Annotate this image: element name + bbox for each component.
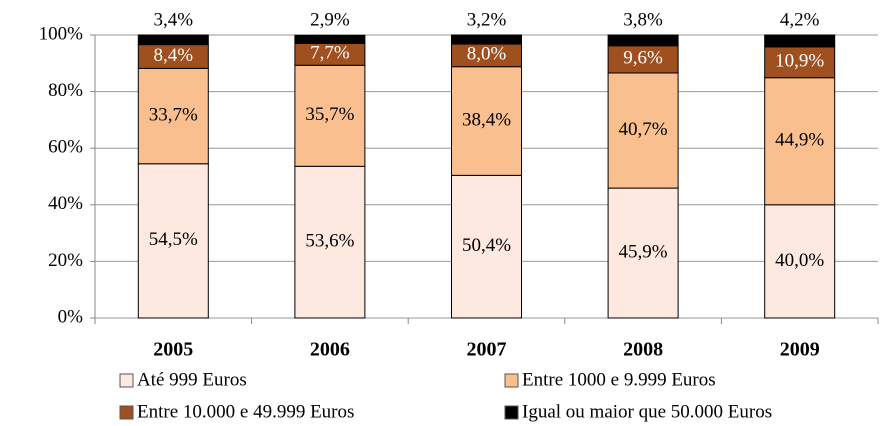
legend-label: Até 999 Euros — [137, 369, 247, 390]
data-label: 9,6% — [623, 48, 663, 69]
x-tick-label: 2005 — [153, 339, 193, 361]
bar-segment — [451, 34, 522, 45]
data-label: 38,4% — [462, 109, 511, 130]
data-label: 44,9% — [775, 130, 824, 151]
data-label: 7,7% — [310, 43, 350, 64]
data-label: 2,9% — [310, 10, 350, 31]
data-label: 8,0% — [467, 44, 507, 65]
data-label: 4,2% — [780, 9, 820, 30]
data-label: 54,5% — [149, 229, 198, 250]
legend-label: Igual ou maior que 50.000 Euros — [522, 401, 772, 422]
data-label: 40,7% — [619, 119, 668, 140]
data-label: 53,6% — [305, 231, 354, 252]
bar-segment — [137, 67, 209, 165]
x-tick-label: 2007 — [467, 339, 507, 361]
bar-segment — [607, 72, 679, 189]
y-tick-label: 0% — [58, 306, 84, 327]
y-tick-label: 60% — [48, 137, 83, 158]
bar-segment — [764, 204, 836, 319]
data-label: 33,7% — [149, 104, 198, 125]
y-tick-label: 100% — [39, 23, 84, 44]
legend-swatch — [119, 405, 134, 420]
x-tick-label: 2009 — [780, 339, 820, 361]
data-label: 3,4% — [154, 9, 194, 30]
y-tick-label: 20% — [48, 250, 83, 271]
bar-segment — [607, 45, 679, 74]
bar-segment — [451, 174, 522, 319]
y-tick-label: 40% — [48, 193, 83, 214]
bar-segment — [607, 187, 679, 319]
data-label: 45,9% — [619, 241, 668, 262]
bar-segment — [294, 34, 366, 44]
bar-segment — [137, 34, 209, 46]
bar-segment — [764, 77, 836, 206]
legend-swatch — [504, 405, 519, 420]
data-label: 35,7% — [305, 104, 354, 125]
data-label: 8,4% — [154, 45, 194, 66]
data-label: 40,0% — [775, 250, 824, 271]
x-tick-label: 2008 — [623, 339, 663, 361]
data-label: 10,9% — [775, 51, 824, 72]
data-label: 50,4% — [462, 235, 511, 256]
data-label: 3,2% — [467, 9, 507, 30]
bar-segment — [294, 165, 366, 319]
x-tick-label: 2006 — [310, 339, 350, 361]
y-tick-label: 80% — [48, 80, 83, 101]
legend-swatch — [119, 373, 134, 388]
bar-segment — [764, 34, 836, 48]
legend-label: Entre 10.000 e 49.999 Euros — [137, 401, 354, 422]
legend-swatch — [504, 373, 519, 388]
bar-segment — [764, 46, 836, 79]
bar-segment — [607, 34, 679, 47]
legend-label: Entre 1000 e 9.999 Euros — [522, 369, 716, 390]
data-label: 3,8% — [623, 9, 663, 30]
